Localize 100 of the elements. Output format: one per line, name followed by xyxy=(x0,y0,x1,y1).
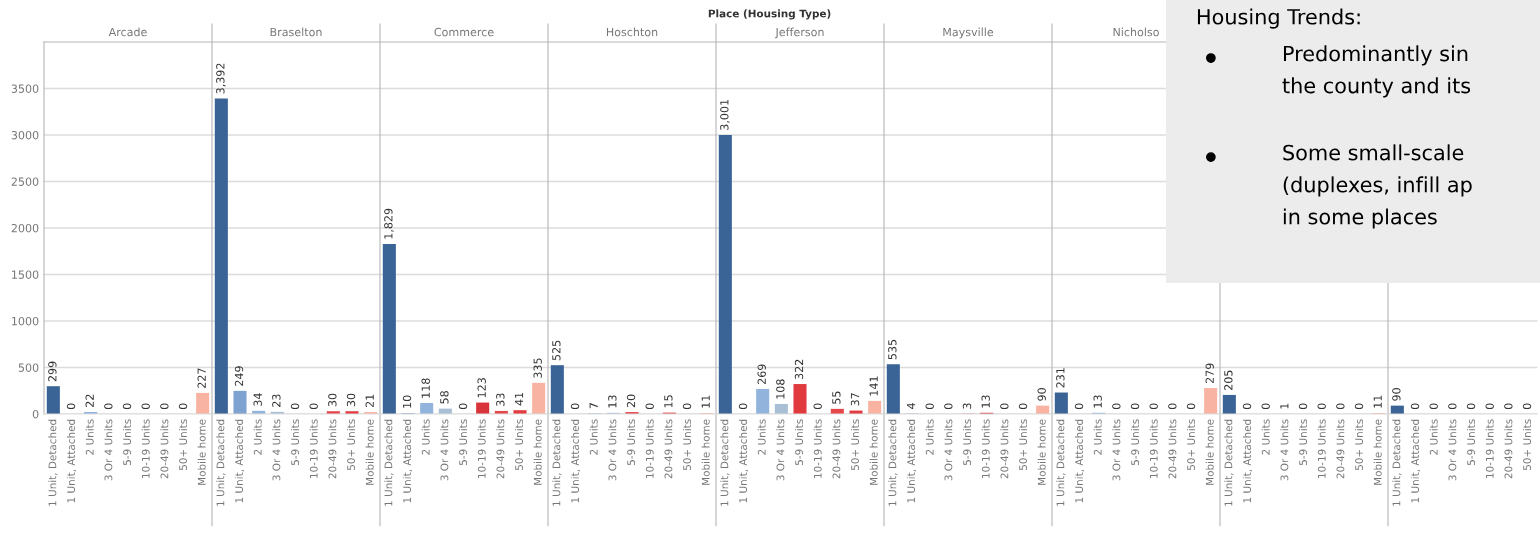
x-tick-label: 50+ Units xyxy=(1018,419,1028,470)
x-tick-label: 20-49 Units xyxy=(328,419,337,479)
data-label: 23 xyxy=(272,394,281,407)
data-label: 33 xyxy=(496,393,505,406)
x-tick-label: 20-49 Units xyxy=(1000,419,1009,479)
x-tick-label: 3 Or 4 Units xyxy=(1448,419,1457,481)
data-label: 0 xyxy=(1448,403,1457,410)
x-tick-label: 5-9 Units xyxy=(290,419,300,466)
x-tick-label: 20-49 Units xyxy=(664,419,673,479)
data-label: 13 xyxy=(981,395,990,408)
x-tick-label: 1 Unit, Detached xyxy=(720,419,730,506)
x-tick-label: 5-9 Units xyxy=(1130,419,1140,466)
x-tick-label: 50+ Units xyxy=(850,419,860,470)
data-label: 231 xyxy=(1056,368,1065,388)
x-tick-label: 1 Unit, Detached xyxy=(216,419,226,506)
data-label: 22 xyxy=(85,394,94,407)
x-tick-label: 50+ Units xyxy=(178,419,188,470)
data-label: 10 xyxy=(402,395,412,408)
data-label: 141 xyxy=(869,376,878,396)
y-tick-label: 2500 xyxy=(11,177,39,186)
data-label: 0 xyxy=(570,403,580,410)
x-tick-label: Mobile home xyxy=(1037,419,1046,485)
data-label: 0 xyxy=(1018,403,1028,410)
data-label: 30 xyxy=(346,393,356,407)
x-tick-label: 50+ Units xyxy=(1354,419,1364,470)
data-label: 0 xyxy=(1354,403,1364,410)
data-label: 0 xyxy=(682,403,692,410)
data-label: 11 xyxy=(701,395,710,408)
data-label: 15 xyxy=(664,395,673,408)
x-tick-label: 3 Or 4 Units xyxy=(1280,419,1289,481)
x-tick-label: 1 Unit, Attached xyxy=(234,419,245,503)
x-tick-label: 5-9 Units xyxy=(962,419,972,466)
x-tick-label: 2 Units xyxy=(253,419,262,455)
x-tick-label: 5-9 Units xyxy=(1298,419,1308,466)
x-tick-label: 2 Units xyxy=(1093,419,1102,455)
x-tick-label: 20-49 Units xyxy=(832,419,841,479)
data-label: 0 xyxy=(122,403,132,410)
x-tick-label: 10-19 Units xyxy=(981,419,990,478)
data-label: 0 xyxy=(1261,403,1270,410)
x-tick-label: 1 Unit, Detached xyxy=(552,419,562,506)
data-label: 0 xyxy=(1466,403,1476,410)
x-tick-label: Mobile home xyxy=(1373,419,1382,485)
data-label: 279 xyxy=(1205,363,1214,384)
data-label: 3,392 xyxy=(216,63,226,94)
data-label: 1,829 xyxy=(384,208,394,239)
x-tick-label: Mobile home xyxy=(701,419,710,485)
x-tick-label: 1 Unit, Attached xyxy=(66,419,77,503)
x-tick-label: 10-19 Units xyxy=(1149,419,1158,478)
data-label: 299 xyxy=(48,361,57,382)
x-tick-label: 5-9 Units xyxy=(1466,419,1476,466)
data-label: 0 xyxy=(141,403,150,410)
x-tick-label: 20-49 Units xyxy=(160,419,169,479)
y-tick-label: 1500 xyxy=(12,270,39,279)
data-label: 0 xyxy=(1242,403,1252,410)
data-label: 335 xyxy=(533,358,542,378)
data-label: 0 xyxy=(1485,403,1494,410)
annotation: Predominantly sin the county and its xyxy=(1282,45,1471,98)
x-tick-label: 1 Unit, Detached xyxy=(1392,419,1402,506)
text: Hoschton xyxy=(606,27,658,37)
data-label: 0 xyxy=(1000,403,1009,410)
x-tick-label: 1 Unit, Detached xyxy=(888,419,898,506)
data-label: 0 xyxy=(1186,403,1196,410)
x-tick-label: 10-19 Units xyxy=(141,419,150,478)
x-tick-label: 1 Unit, Detached xyxy=(48,419,58,506)
x-tick-label: Mobile home xyxy=(869,419,878,485)
x-tick-label: 20-49 Units xyxy=(1504,419,1513,479)
data-label: 20 xyxy=(626,394,636,408)
data-label: 0 xyxy=(1298,403,1308,410)
x-tick-label: 2 Units xyxy=(85,419,94,455)
data-label: 0 xyxy=(1317,403,1326,410)
data-label: 90 xyxy=(1037,388,1046,401)
data-label: 34 xyxy=(253,393,262,406)
x-tick-label: 5-9 Units xyxy=(626,419,636,466)
x-tick-label: Mobile home xyxy=(533,419,542,485)
data-label: 0 xyxy=(1168,403,1177,410)
x-tick-label: 1 Unit, Attached xyxy=(570,419,581,503)
x-tick-label: 3 Or 4 Units xyxy=(944,419,953,481)
data-label: 0 xyxy=(1522,403,1532,410)
data-label: 322 xyxy=(794,359,804,380)
x-tick-label: 1 Unit, Attached xyxy=(1410,419,1421,503)
annotation: Some small-scale (duplexes, infill ap in some places xyxy=(1283,144,1472,229)
x-tick-label: 50+ Units xyxy=(682,419,692,470)
data-label: 41 xyxy=(514,392,524,406)
data-label: 55 xyxy=(832,391,841,404)
x-tick-label: 50+ Units xyxy=(514,419,524,470)
data-label: 0 xyxy=(645,403,654,410)
x-tick-label: 20-49 Units xyxy=(496,419,505,479)
data-label: 0 xyxy=(1410,403,1420,410)
data-label: 3 xyxy=(962,403,972,409)
x-tick-label: 3 Or 4 Units xyxy=(1112,419,1121,481)
x-tick-label: 20-49 Units xyxy=(1168,419,1177,479)
data-label: 7 xyxy=(589,403,598,409)
data-label: 58 xyxy=(440,391,449,404)
data-label: 0 xyxy=(813,403,822,410)
x-tick-label: 10-19 Units xyxy=(477,419,486,478)
y-tick-label: 3500 xyxy=(11,84,39,93)
text: Arcade xyxy=(108,27,147,37)
data-label: 0 xyxy=(1130,403,1140,410)
x-tick-label: 3 Or 4 Units xyxy=(608,419,617,481)
data-label: 0 xyxy=(944,403,953,410)
